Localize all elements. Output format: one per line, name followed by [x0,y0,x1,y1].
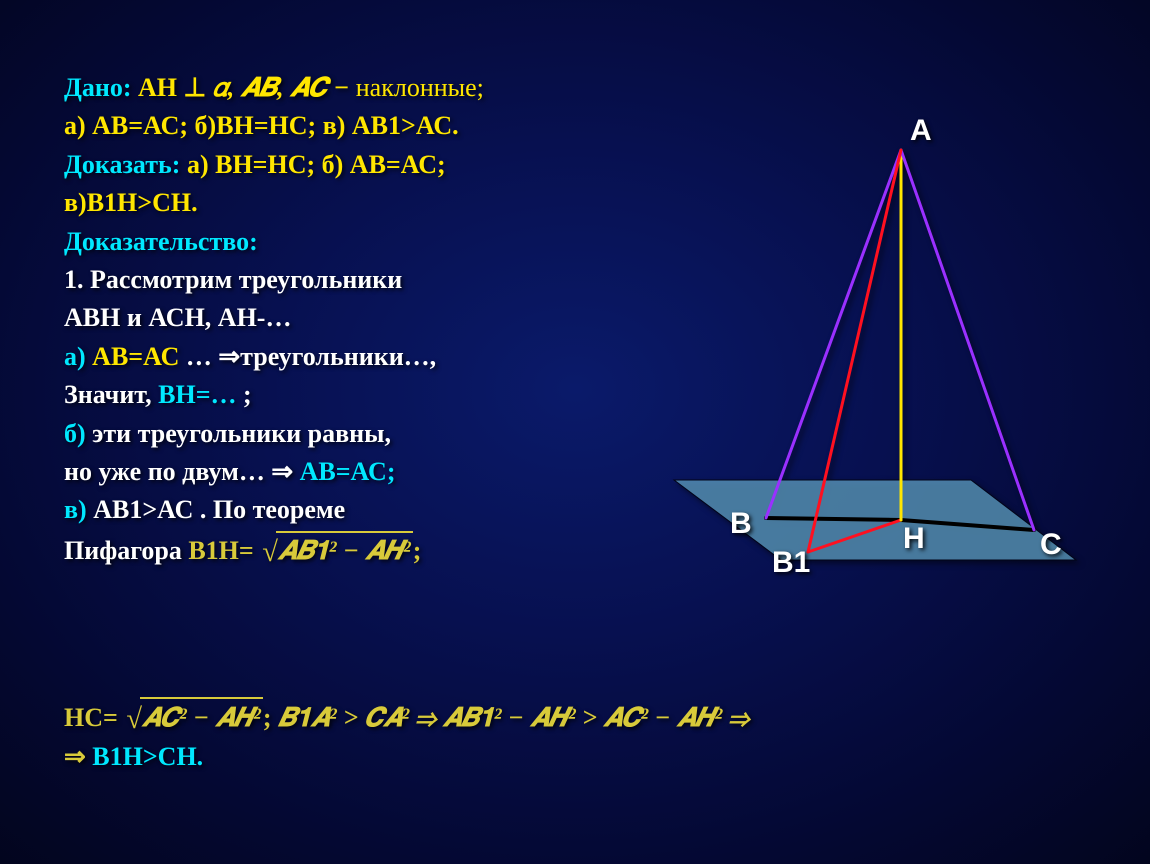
slide: Дано: АН ⊥ 𝛼, 𝑨𝑩, 𝑨𝑪 − наклонные; а) АВ=… [0,0,1150,864]
dano-naklon: наклонные; [356,73,484,102]
line-dano: Дано: АН ⊥ 𝛼, 𝑨𝑩, 𝑨𝑪 − наклонные; [64,70,1086,106]
case-a-rest: … ⇒треугольники…, [186,342,436,371]
bn-eq: ВН=… [158,380,236,409]
case-b-text2: но уже по двум… ⇒ [64,457,300,486]
label-C: С [1040,528,1062,561]
dano-label: Дано: [64,73,132,102]
bottom-line1: НС= √𝑨𝑪² − 𝑨𝑯² ; 𝑩𝟏𝑨² > 𝑪𝑨² ⇒ 𝑨𝑩𝟏² − 𝑨𝑯²… [64,697,1086,738]
sqrt-ac-ah: √𝑨𝑪² − 𝑨𝑯² [124,697,263,738]
perp-icon: ⊥ [184,73,207,102]
content-area: Дано: АН ⊥ 𝛼, 𝑨𝑩, 𝑨𝑪 − наклонные; а) АВ=… [64,70,1086,804]
case-b-text: эти треугольники равны, [92,419,391,448]
hc-eq: НС= [64,703,118,732]
label-B: В [730,507,752,540]
label-A: А [910,114,932,147]
b1h-eq: В1Н= [188,536,253,565]
dokazat-rest: а) ВН=НС; б) АВ=АС; [187,150,446,179]
case-b-eq: АВ=АС; [300,457,396,486]
diagram-shapes [674,150,1076,560]
sqrt-content-1: 𝑨𝑩𝟏² − 𝑨𝑯² [276,531,413,569]
znachit: Значит, [64,380,158,409]
label-H: Н [903,522,925,555]
dano-italic: 𝛼, 𝑨𝑩, 𝑨𝑪 − [213,73,356,102]
case-a-label: а) [64,342,92,371]
num-1: 1. [64,265,84,294]
bottom-equations: НС= √𝑨𝑪² − 𝑨𝑯² ; 𝑩𝟏𝑨² > 𝑪𝑨² ⇒ 𝑨𝑩𝟏² − 𝑨𝑯²… [64,697,1086,776]
diagram-svg: А В Н С В1 [656,110,1086,590]
semi: ; [243,380,252,409]
sqrt-content-2: 𝑨𝑪² − 𝑨𝑯² [140,697,263,737]
dokazat-label: Доказать: [64,150,180,179]
label-B1: В1 [772,546,810,579]
sqrt-icon: √ [262,533,278,573]
pythag-label: Пифагора [64,536,188,565]
geometry-diagram: А В Н С В1 [656,110,1086,590]
case-v-text: АВ1>АС . По теореме [93,495,345,524]
inequality-chain: 𝑩𝟏𝑨² > 𝑪𝑨² ⇒ 𝑨𝑩𝟏² − 𝑨𝑯² > 𝑨𝑪² − 𝑨𝑯² ⇒ [278,703,749,732]
case-a-eq: АВ=АС [92,342,179,371]
semi3: ; [263,703,278,732]
sqrt-ab1-ah: √𝑨𝑩𝟏² − 𝑨𝑯² [260,531,413,571]
dano-ah: АН [138,73,177,102]
final-impl: ⇒ [64,742,92,771]
step1-text: Рассмотрим треугольники [90,265,402,294]
line-AC [901,150,1034,530]
line-BH [766,518,901,520]
case-v-label: в) [64,495,87,524]
semi2: ; [413,536,422,565]
final-result: В1Н>СН. [92,742,203,771]
case-b-label: б) [64,419,86,448]
line-AB [766,150,901,518]
bottom-line2: ⇒ В1Н>СН. [64,738,1086,776]
sqrt-icon-2: √ [126,699,142,740]
